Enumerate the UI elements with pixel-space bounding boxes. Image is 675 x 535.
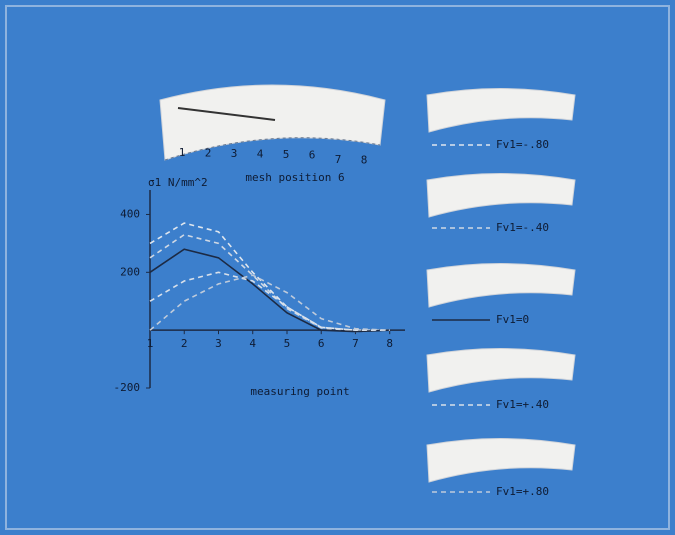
tooth-position-label: 2 — [205, 147, 212, 160]
chart: mesh position 6 σ1 N/mm^2 measuring poin… — [0, 0, 675, 535]
x-tick-label: 2 — [181, 337, 188, 350]
tooth-position-label: 3 — [231, 147, 238, 160]
legend-label: Fv1=-.80 — [496, 138, 549, 151]
tooth-position-label: 7 — [335, 153, 342, 166]
tooth-position-label: 1 — [179, 146, 186, 159]
x-axis-label: measuring point — [250, 385, 349, 398]
y-axis-label: σ1 N/mm^2 — [148, 176, 208, 189]
x-tick-label: 5 — [284, 337, 291, 350]
legend-label: Fv1=-.40 — [496, 221, 549, 234]
y-tick-label: 200 — [120, 265, 140, 278]
legend-label: Fv1=0 — [496, 313, 529, 326]
tooth-position-label: 5 — [283, 148, 290, 161]
legend-label: Fv1=+.40 — [496, 398, 549, 411]
tooth-position-label: 6 — [309, 149, 316, 162]
y-tick-label: -200 — [114, 381, 141, 394]
x-tick-label: 1 — [147, 337, 154, 350]
x-tick-label: 7 — [352, 337, 359, 350]
x-tick-label: 3 — [215, 337, 222, 350]
y-tick-label: 400 — [120, 207, 140, 220]
x-tick-label: 4 — [249, 337, 256, 350]
tooth-position-label: 8 — [361, 154, 368, 167]
legend-label: Fv1=+.80 — [496, 485, 549, 498]
chart-title: mesh position 6 — [245, 171, 344, 184]
tooth-position-label: 4 — [257, 148, 264, 161]
x-tick-label: 6 — [318, 337, 325, 350]
x-tick-label: 8 — [386, 337, 393, 350]
